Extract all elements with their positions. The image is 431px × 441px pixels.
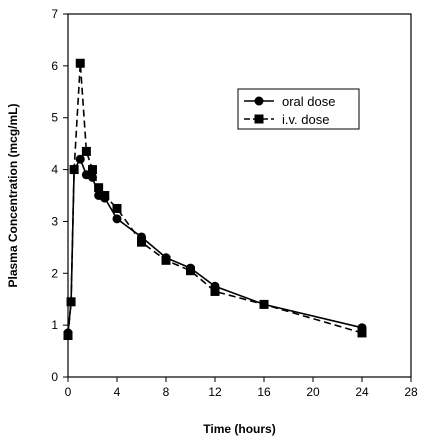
y-tick-label: 3	[51, 214, 58, 228]
y-tick-label: 5	[51, 111, 58, 125]
data-point-iv-dose	[137, 237, 146, 247]
data-point-oral-dose	[66, 297, 76, 307]
data-point-iv-dose	[94, 183, 104, 193]
data-point-iv-dose	[81, 146, 91, 156]
data-point-oral-dose	[210, 281, 220, 291]
y-tick-label: 1	[51, 318, 58, 332]
x-tick-label: 24	[355, 385, 369, 399]
x-tick-label: 16	[257, 385, 271, 399]
data-point-oral-dose	[75, 154, 85, 164]
plot-area	[67, 13, 412, 378]
data-point-iv-dose	[210, 286, 220, 296]
y-tick-label: 2	[51, 266, 58, 280]
x-tick-label: 0	[65, 385, 72, 399]
y-tick-label: 6	[51, 59, 58, 73]
data-point-iv-dose	[112, 203, 122, 213]
legend-marker-square	[254, 114, 264, 124]
y-tick-label: 7	[51, 7, 58, 21]
x-tick-label: 8	[163, 385, 170, 399]
data-point-oral-dose	[137, 232, 146, 242]
data-point-iv-dose	[88, 165, 97, 175]
data-point-oral-dose	[63, 328, 73, 338]
y-axis-ticks: 0 1 2 3 4 5 6 7	[51, 7, 68, 384]
series-layer	[63, 58, 367, 341]
y-tick-label: 4	[51, 163, 58, 177]
data-point-oral-dose	[88, 172, 97, 182]
x-tick-label: 28	[404, 385, 418, 399]
x-tick-label: 20	[306, 385, 320, 399]
line-oral-dose	[67, 157, 363, 333]
data-point-oral-dose	[69, 165, 79, 175]
legend-marker-circle	[254, 96, 264, 106]
data-point-oral-dose	[112, 214, 122, 224]
data-point-oral-dose	[259, 299, 269, 309]
x-tick-label: 12	[208, 385, 222, 399]
x-axis-title: Time (hours)	[203, 422, 275, 436]
legend: oral dose i.v. dose	[237, 88, 360, 130]
y-tick-label: 0	[51, 370, 58, 384]
data-point-oral-dose	[186, 263, 195, 273]
data-point-iv-dose	[75, 58, 85, 68]
data-point-oral-dose	[100, 193, 110, 203]
data-point-oral-dose	[357, 323, 367, 333]
legend-label: i.v. dose	[282, 112, 329, 127]
data-point-iv-dose	[357, 328, 367, 338]
x-tick-label: 4	[114, 385, 121, 399]
legend-label: oral dose	[282, 94, 335, 109]
y-axis-title: Plasma Concentration (mcg/mL)	[6, 103, 20, 287]
series-oral-dose	[63, 154, 367, 338]
plot-frame	[67, 13, 412, 378]
x-axis-ticks: 0 4 8 12 16 20 24 28	[65, 377, 418, 399]
data-point-oral-dose	[161, 253, 171, 263]
